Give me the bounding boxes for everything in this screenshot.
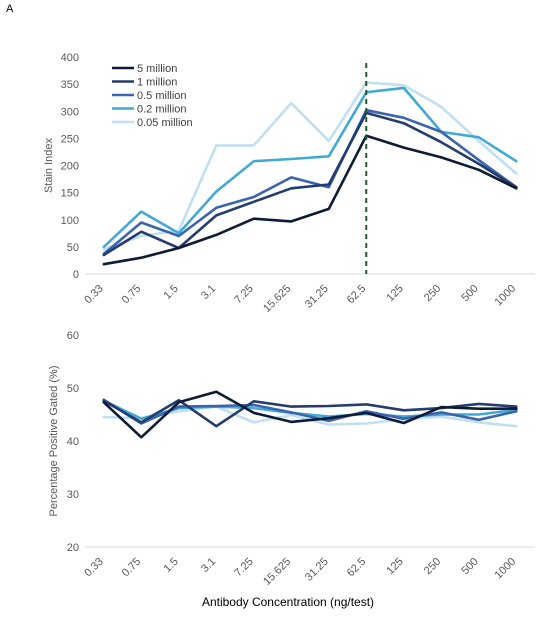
legend-label: 0.2 million xyxy=(137,104,187,116)
x-tick-label: 7.25 xyxy=(232,283,256,307)
x-tick-label: 125 xyxy=(384,283,405,304)
series-line xyxy=(102,134,518,266)
y-tick-label: 400 xyxy=(61,52,79,64)
panel-label: A xyxy=(6,3,14,15)
y-tick-label: 60 xyxy=(67,330,79,342)
series-line xyxy=(102,108,518,256)
x-axis-label: Antibody Concentration (ng/test) xyxy=(202,595,374,609)
x-tick-label: 62.5 xyxy=(345,556,369,580)
x-tick-label: 31.25 xyxy=(303,556,331,584)
legend-label: 5 million xyxy=(137,63,177,75)
y-tick-label: 150 xyxy=(61,188,79,200)
y-tick-label: 50 xyxy=(67,383,79,395)
y-tick-label: 200 xyxy=(61,161,79,173)
x-tick-label: 3.1 xyxy=(199,283,218,302)
y-tick-label: 350 xyxy=(61,79,79,91)
x-tick-label: 3.1 xyxy=(199,556,218,575)
x-tick-label: 15.625 xyxy=(261,283,293,315)
y-tick-label: 0 xyxy=(73,269,79,281)
x-tick-label: 250 xyxy=(422,283,443,304)
y-tick-label: 20 xyxy=(67,542,79,554)
y-tick-label: 30 xyxy=(67,489,79,501)
series-line xyxy=(102,86,518,249)
x-tick-label: 500 xyxy=(459,283,480,304)
x-tick-label: 1.5 xyxy=(162,283,181,302)
y-axis-label: Percentage Positive Gated (%) xyxy=(48,365,60,516)
x-tick-label: 0.75 xyxy=(120,556,144,580)
x-tick-label: 0.33 xyxy=(82,283,106,307)
x-tick-label: 125 xyxy=(384,556,405,577)
x-tick-label: 1000 xyxy=(493,556,519,582)
legend-label: 0.5 million xyxy=(137,90,187,102)
y-axis-label: Stain Index xyxy=(43,137,55,193)
x-tick-label: 0.33 xyxy=(82,556,106,580)
y-tick-label: 40 xyxy=(67,436,79,448)
x-tick-label: 0.75 xyxy=(120,283,144,307)
legend-label: 1 million xyxy=(137,77,177,89)
y-tick-label: 100 xyxy=(61,215,79,227)
series-line xyxy=(102,81,518,251)
series-line xyxy=(102,390,518,439)
x-tick-label: 1000 xyxy=(493,283,519,309)
stain-index-chart: 0 50 100 150 200 250 300 350 400 0.33 0.75 1.5 3.1 7.… xyxy=(43,52,535,315)
series-line xyxy=(102,111,518,257)
x-tick-label: 500 xyxy=(459,556,480,577)
x-tick-label: 1.5 xyxy=(162,556,181,575)
x-tick-label: 15.625 xyxy=(261,556,293,588)
y-tick-label: 250 xyxy=(61,133,79,145)
x-tick-label: 31.25 xyxy=(303,283,331,311)
legend-label: 0.05 million xyxy=(137,117,193,129)
y-tick-label: 300 xyxy=(61,106,79,118)
x-tick-label: 7.25 xyxy=(232,556,256,580)
x-tick-label: 250 xyxy=(422,556,443,577)
y-tick-label: 50 xyxy=(67,242,79,254)
percentage-positive-chart: 20 30 40 50 60 0.33 0.75 1.5 3.1 7.25 15.625 31.25 6… xyxy=(48,330,535,609)
x-tick-label: 62.5 xyxy=(345,283,369,307)
